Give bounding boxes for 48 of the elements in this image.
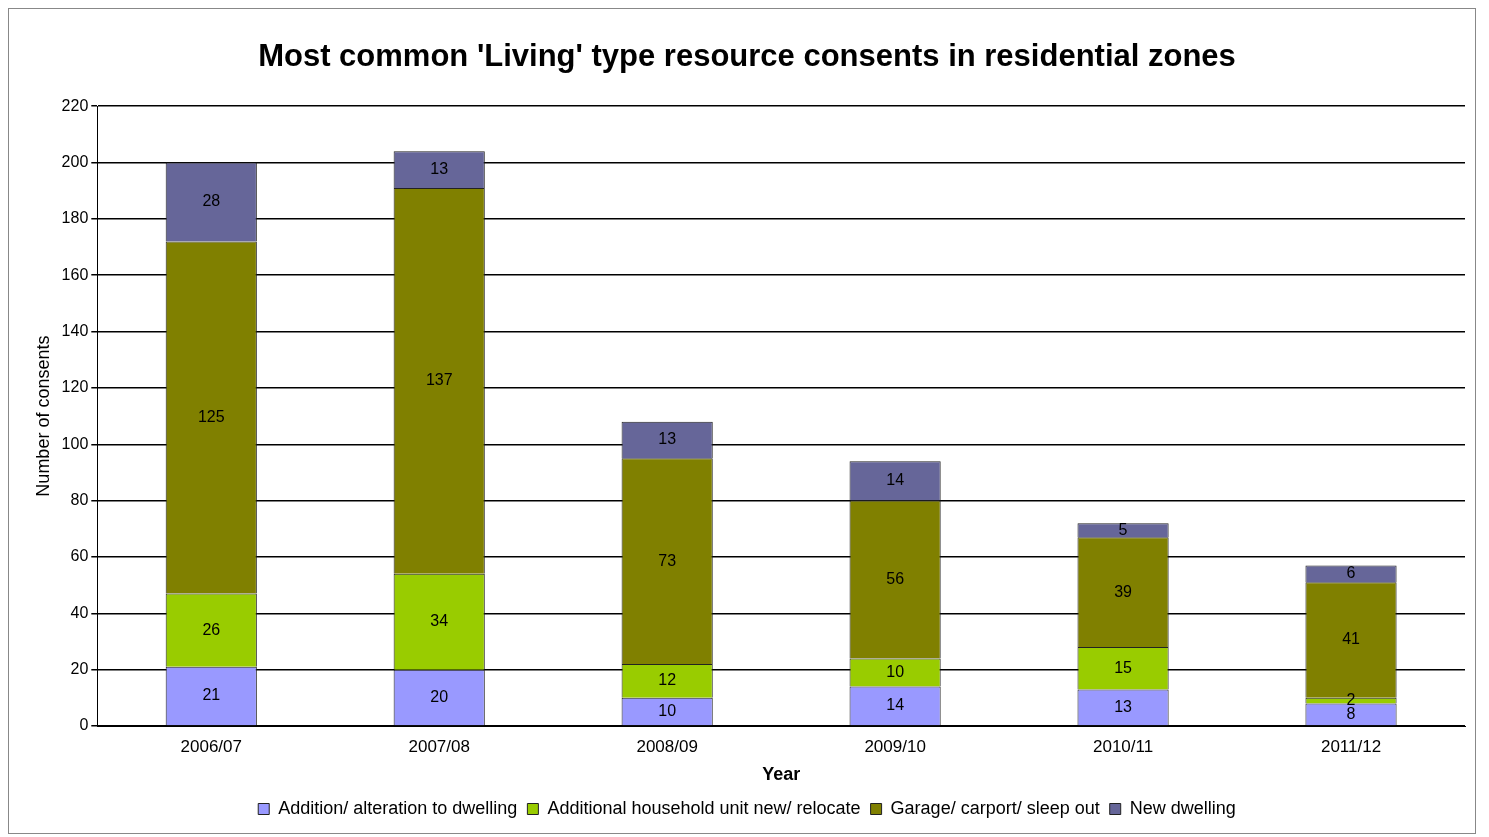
x-tick-label: 2008/09 bbox=[636, 736, 698, 756]
legend-label: New dwelling bbox=[1129, 797, 1236, 818]
data-label: 8 bbox=[1346, 704, 1356, 722]
y-tick-label: 80 bbox=[70, 491, 89, 509]
x-tick-label: 2010/11 bbox=[1092, 736, 1154, 756]
data-label: 137 bbox=[425, 371, 453, 389]
data-label: 13 bbox=[658, 430, 677, 448]
y-tick-label: 140 bbox=[61, 321, 89, 339]
data-label: 13 bbox=[1114, 697, 1133, 715]
data-label: 20 bbox=[430, 687, 449, 705]
y-tick-label: 60 bbox=[70, 547, 89, 565]
x-axis-title: Year bbox=[762, 764, 801, 785]
chart-title: Most common 'Living' type resource consents in residential zones bbox=[258, 38, 1236, 74]
data-label: 10 bbox=[886, 662, 905, 680]
y-tick-label: 100 bbox=[61, 434, 89, 452]
y-tick-label: 200 bbox=[61, 152, 89, 170]
legend-label: Garage/ carport/ sleep out bbox=[890, 797, 1100, 818]
y-tick-label: 180 bbox=[61, 209, 89, 227]
legend-label: Addition/ alteration to dwelling bbox=[278, 797, 518, 818]
data-label: 28 bbox=[202, 192, 221, 210]
data-label: 10 bbox=[658, 701, 677, 719]
data-label: 15 bbox=[1114, 658, 1133, 676]
data-label: 6 bbox=[1346, 564, 1356, 582]
data-label: 39 bbox=[1114, 582, 1133, 600]
legend-label: Additional household unit new/ relocate bbox=[547, 797, 861, 818]
data-label: 21 bbox=[202, 686, 221, 704]
y-tick-label: 220 bbox=[61, 96, 89, 114]
x-tick-label: 2011/12 bbox=[1320, 736, 1382, 756]
x-tick-label: 2009/10 bbox=[864, 736, 926, 756]
data-label: 14 bbox=[886, 471, 905, 489]
x-tick-label: 2006/07 bbox=[180, 736, 242, 756]
data-label: 12 bbox=[658, 671, 677, 689]
data-label: 13 bbox=[430, 159, 449, 177]
data-label: 5 bbox=[1118, 520, 1128, 538]
data-label: 26 bbox=[202, 620, 221, 638]
y-tick-label: 0 bbox=[79, 716, 89, 734]
data-label: 34 bbox=[430, 612, 449, 630]
y-axis-title: Number of consents bbox=[32, 335, 53, 497]
data-label: 125 bbox=[197, 407, 225, 425]
y-tick-label: 40 bbox=[70, 603, 89, 621]
data-label: 73 bbox=[658, 551, 677, 569]
y-tick-label: 20 bbox=[70, 660, 89, 678]
data-label: 41 bbox=[1342, 630, 1361, 648]
data-label: 14 bbox=[886, 696, 905, 714]
data-label: 56 bbox=[886, 569, 905, 587]
x-tick-label: 2007/08 bbox=[408, 736, 470, 756]
y-tick-label: 160 bbox=[61, 265, 89, 283]
y-tick-label: 120 bbox=[61, 378, 89, 396]
